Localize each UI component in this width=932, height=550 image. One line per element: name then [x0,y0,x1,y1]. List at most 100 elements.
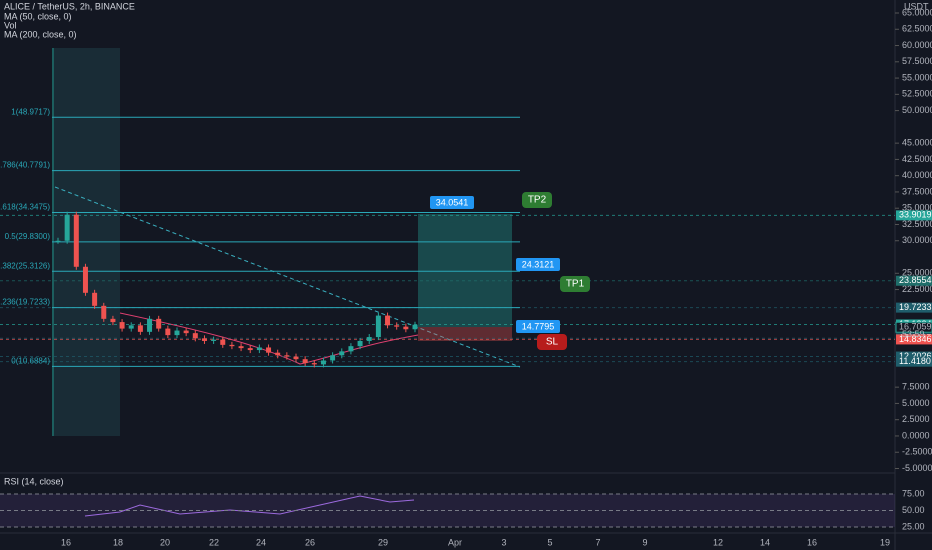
candle [201,338,207,341]
candle [293,356,299,360]
candle [302,359,308,364]
price-tag [896,210,932,221]
price-label: 37.5000 [902,186,932,196]
price-label: 65.0000 [902,7,932,17]
price-tag-label: 11.4180 [899,356,931,366]
candle [174,330,180,336]
candle [256,347,262,351]
date-label: 3 [501,537,506,547]
date-label: 5 [547,537,552,547]
candle [137,325,143,332]
date-label: 18 [113,537,123,547]
target-price: 14.7795 [522,321,555,331]
indicator: MA (50, close, 0) [4,11,72,21]
price-tag-label: 14.8346 [899,334,932,344]
fib-label: 0.236(19.7233) [0,298,50,307]
candle [403,326,409,330]
target-name-box [537,334,567,350]
candle [220,339,226,345]
date-label: 24 [256,537,266,547]
candle [128,325,134,329]
candle [110,318,116,323]
candle [320,360,326,365]
price-label: 7.5000 [902,382,930,392]
candle [229,344,235,347]
candle [156,318,162,329]
indicator: Vol [4,20,17,30]
candle [119,322,125,329]
target-price-box [516,258,560,271]
price-label: 30.0000 [902,235,932,245]
date-label: 29 [378,537,388,547]
date-label: 12 [713,537,723,547]
price-label: 2.5000 [902,414,930,424]
price-label: 22.5000 [902,284,932,294]
candle [92,292,98,306]
indicator: MA (200, close, 0) [4,29,77,39]
price-tag [896,334,932,345]
candle [339,351,345,356]
price-tag [896,275,932,286]
target-name-box [522,192,552,208]
candle [55,240,61,242]
candle [238,346,244,349]
candle [394,325,400,327]
candle [385,315,391,326]
date-label: Apr [448,537,462,547]
rsi-title: RSI (14, close) [4,476,64,486]
target-price-box [430,196,474,209]
price-tag [896,351,932,362]
rsi-label: 75.00 [902,488,925,498]
fib-label: 0.786(40.7791) [0,161,50,170]
candle [311,363,317,365]
price-label: 40.0000 [902,170,932,180]
target-name: SL [546,337,559,348]
candle [73,214,79,267]
price-label: 45.0000 [902,138,932,148]
date-label: 20 [160,537,170,547]
trendline [54,186,521,368]
price-tag-label: 23.8554 [899,275,932,285]
target-price: 34.0541 [436,197,469,207]
price-label: -5.0000 [902,463,932,473]
candle [375,315,381,338]
price-label: 62.5000 [902,24,932,34]
profit-zone [418,214,512,327]
unit: USDT [904,1,929,11]
rsi-label: 25.00 [902,521,925,531]
target-name: TP1 [566,279,585,290]
date-label: 19 [880,537,890,547]
price-tag [896,356,932,367]
price-tag-label: 12.2026 [899,351,932,361]
price-label: 0.0000 [902,430,930,440]
price-label: 32.5000 [902,219,932,229]
target-name: TP2 [528,195,547,206]
price-label: 5.0000 [902,398,930,408]
candle [147,318,153,332]
candle [101,305,107,319]
date-label: 22 [209,537,219,547]
candle [275,352,281,356]
date-label: 26 [305,537,315,547]
date-label: 14 [760,537,770,547]
last-price-label: 16.7059 [899,322,932,332]
candle [183,330,189,334]
fib-label: 0.5(29.8300) [5,232,51,241]
loss-zone [418,327,512,341]
price-label: -2.5000 [902,447,932,457]
fib-label: 1(48.9717) [11,107,50,116]
date-label: 7 [595,537,600,547]
date-label: 9 [642,537,647,547]
price-tag [896,302,932,313]
fib-label: 0.382(25.3126) [0,261,50,270]
candle [366,337,372,341]
price-label: 35.0000 [902,203,932,213]
candle [192,333,198,339]
candle [64,214,70,241]
rsi-label: 50.00 [902,505,925,515]
target-price-box [516,320,560,333]
fib-label: 0(10.6884) [11,357,50,366]
symbol: ALICE / TetherUS, 2h, BINANCE [4,1,135,11]
